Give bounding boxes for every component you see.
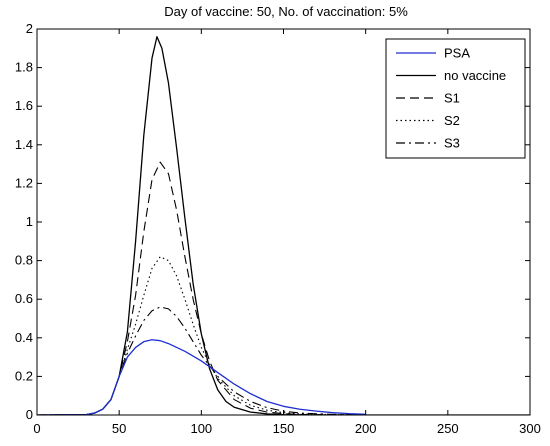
legend-label: S2 <box>444 113 460 128</box>
series-line-s2 <box>37 256 366 415</box>
y-tick-label: 0.6 <box>15 291 33 306</box>
legend-label: S1 <box>444 91 460 106</box>
y-tick-label: 1.8 <box>15 60 33 75</box>
y-tick-label: 0.8 <box>15 253 33 268</box>
plot-area <box>37 36 530 415</box>
y-tick-label: 2 <box>26 21 33 36</box>
legend-box <box>385 38 526 159</box>
y-tick-label: 1 <box>26 214 33 229</box>
x-tick-label: 100 <box>190 421 212 436</box>
legend: PSA no vaccine S1 S2 S3 <box>385 38 526 159</box>
y-tick-label: 1.6 <box>15 98 33 113</box>
y-tick-label: 1.4 <box>15 137 33 152</box>
axes: 0 50 100 150 200 250 300 0 0.2 0.4 0.6 0.8 1 1.2 1.4 1.… <box>15 21 541 436</box>
x-tick-label: 300 <box>519 421 541 436</box>
chart-title: Day of vaccine: 50, No. of vaccination: … <box>164 4 408 19</box>
y-tick-label: 0 <box>26 407 33 422</box>
x-tick-label: 50 <box>112 421 126 436</box>
series-line-s1 <box>37 161 366 415</box>
y-tick-label: 0.2 <box>15 368 33 383</box>
legend-label: S3 <box>444 136 460 151</box>
legend-label: PSA <box>444 46 470 61</box>
y-tick-label: 1.2 <box>15 175 33 190</box>
legend-label: no vaccine <box>444 68 506 83</box>
y-tick-label: 0.4 <box>15 330 33 345</box>
x-tick-label: 200 <box>355 421 377 436</box>
x-tick-label: 250 <box>437 421 459 436</box>
series-line-psa <box>37 339 366 415</box>
x-tick-label: 0 <box>33 421 40 436</box>
x-tick-label: 150 <box>273 421 295 436</box>
